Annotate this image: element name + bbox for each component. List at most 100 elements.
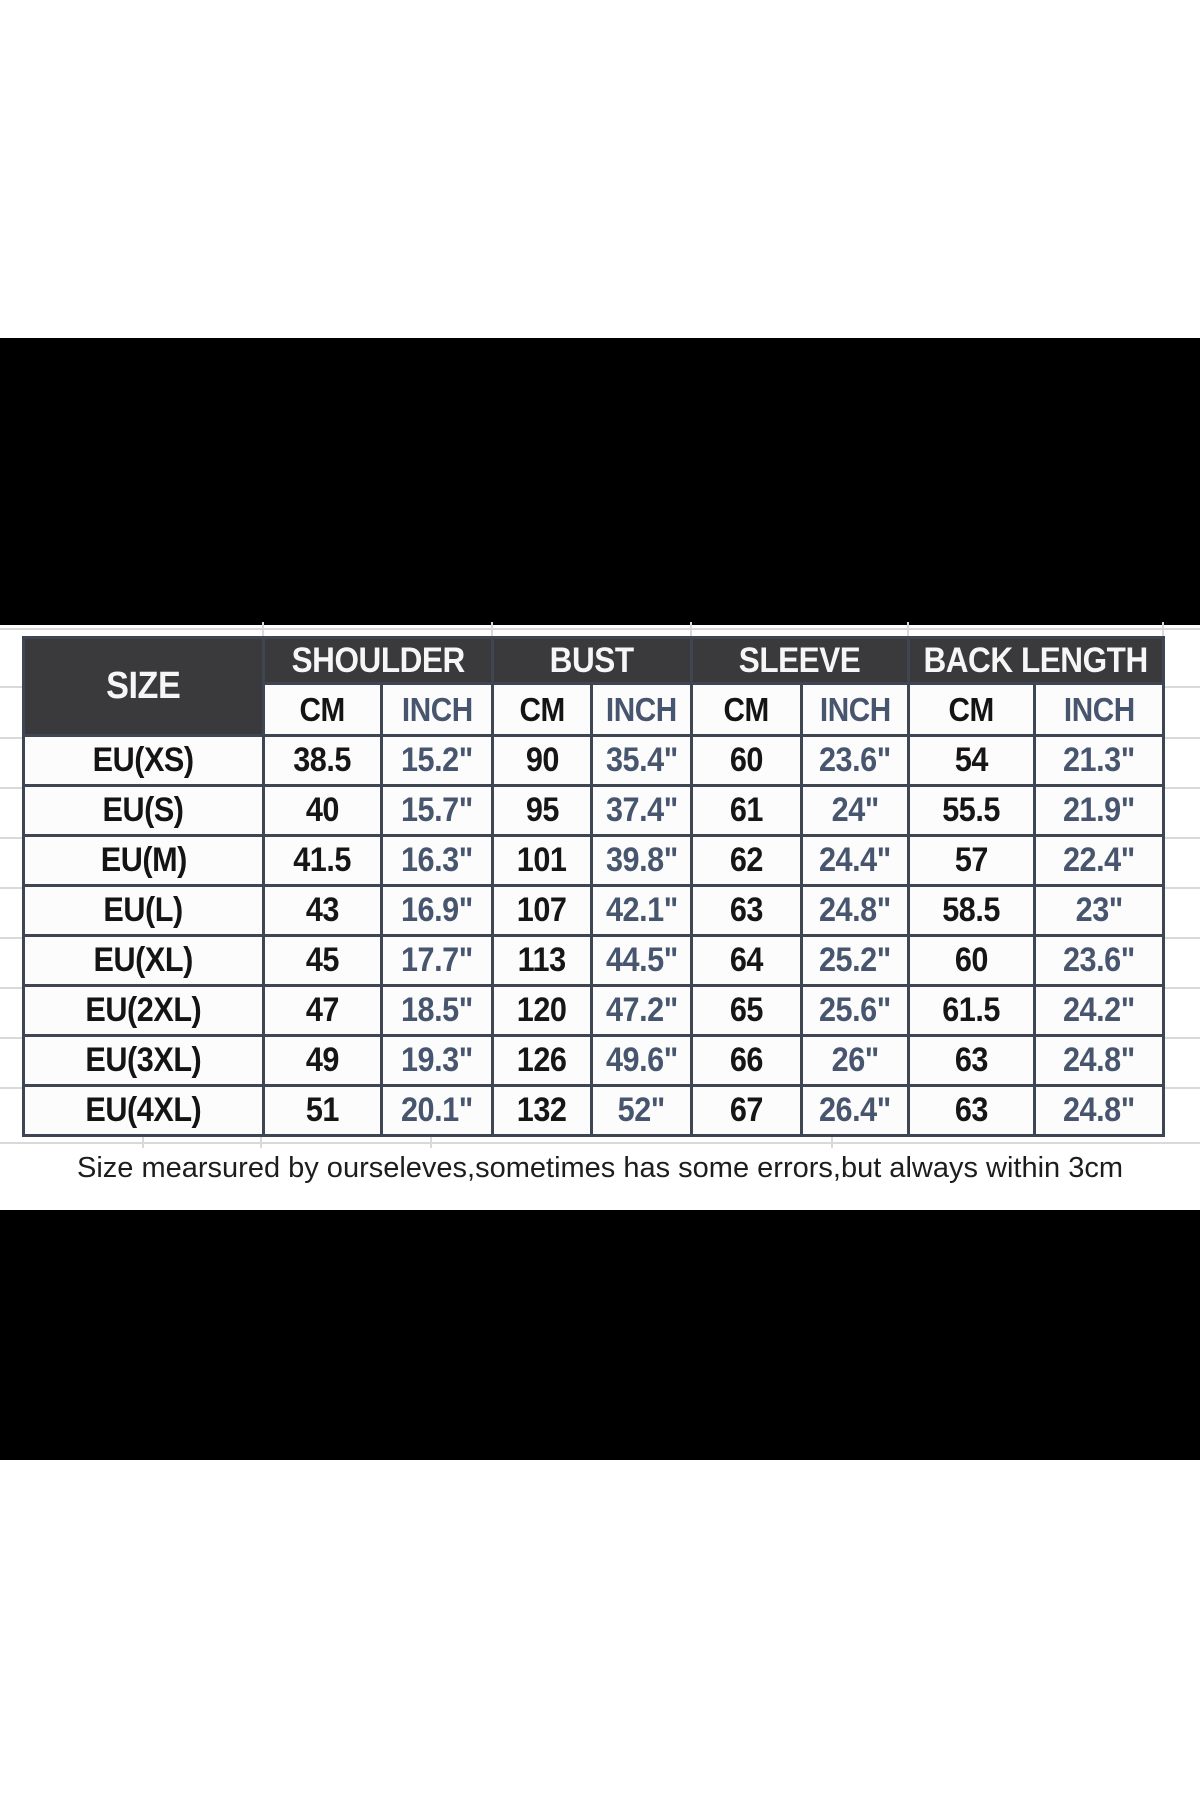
- measurement-cell: 41.5: [262, 834, 383, 887]
- measurement-cell: 47.2": [590, 984, 693, 1037]
- gridline: [1163, 1087, 1200, 1089]
- measurement-cell: 37.4": [590, 784, 693, 837]
- gridline: [262, 622, 264, 636]
- measurement-cell: 19.3": [380, 1034, 494, 1087]
- gridline: [1163, 887, 1200, 889]
- gridline: [1162, 622, 1164, 636]
- gridline: [1163, 837, 1200, 839]
- measurement-cell: 20.1": [380, 1084, 494, 1137]
- measurement-cell: 16.3": [380, 834, 494, 887]
- measurement-cell: 66: [690, 1034, 803, 1087]
- measurement-cell: 38.5: [262, 734, 383, 787]
- measurement-cell: 23": [1033, 884, 1166, 937]
- size-cell: EU(4XL): [22, 1084, 265, 1137]
- unit-header-cm: CM: [262, 682, 383, 737]
- measurement-cell: 24": [799, 784, 911, 837]
- measurement-cell: 24.8": [1033, 1084, 1166, 1137]
- table-row: EU(3XL) 49 19.3" 126 49.6" 66 26" 63 24.…: [22, 1034, 1166, 1087]
- measurement-cell: 120: [491, 984, 593, 1037]
- section-header-row: SIZE SHOULDER BUST SLEEVE BACK LENGTH: [22, 636, 1166, 737]
- size-cell: EU(XL): [22, 934, 265, 987]
- measurement-cell: 24.2": [1033, 984, 1166, 1037]
- gridline: [1163, 787, 1200, 789]
- measurement-cell: 24.8": [799, 884, 911, 937]
- measurement-cell: 90: [491, 734, 593, 787]
- measurement-cell: 21.3": [1033, 734, 1166, 787]
- bottom-black-band: [0, 1210, 1200, 1460]
- measurement-cell: 45: [262, 934, 383, 987]
- measurement-cell: 16.9": [380, 884, 494, 937]
- measurement-cell: 54: [907, 734, 1037, 787]
- gridline: [0, 1087, 22, 1089]
- gridline: [0, 787, 22, 789]
- gridline: [1163, 987, 1200, 989]
- size-cell: EU(3XL): [22, 1034, 265, 1087]
- measurement-cell: 58.5: [907, 884, 1037, 937]
- unit-header-row: CM INCH CM INCH CM INCH CM INCH: [24, 682, 1166, 737]
- measurement-cell: 22.4": [1033, 834, 1166, 887]
- measurement-cell: 23.6": [799, 734, 911, 787]
- table-row: EU(S) 40 15.7" 95 37.4" 61 24" 55.5 21.9…: [22, 784, 1166, 837]
- measurement-cell: 52": [590, 1084, 693, 1137]
- shoulder-section-header: SHOULDER: [262, 636, 494, 685]
- gridline: [1163, 737, 1200, 739]
- gridline: [0, 737, 22, 739]
- table-row: EU(2XL) 47 18.5" 120 47.2" 65 25.6" 61.5…: [22, 984, 1166, 1037]
- gridline: [1163, 937, 1200, 939]
- measurement-cell: 25.6": [799, 984, 911, 1037]
- measurement-cell: 95: [491, 784, 593, 837]
- measurement-cell: 63: [907, 1084, 1037, 1137]
- table-row: EU(4XL) 51 20.1" 132 52" 67 26.4" 63 24.…: [22, 1084, 1166, 1137]
- gridline: [1163, 686, 1200, 688]
- table-row: EU(M) 41.5 16.3" 101 39.8" 62 24.4" 57 2…: [22, 834, 1166, 887]
- unit-header-inch: INCH: [1033, 682, 1166, 737]
- measurement-cell: 35.4": [590, 734, 693, 787]
- measurement-cell: 26": [799, 1034, 911, 1087]
- measurement-cell: 101: [491, 834, 593, 887]
- gridline: [690, 622, 692, 636]
- size-column-header: SIZE: [22, 636, 265, 737]
- gridline: [1163, 1037, 1200, 1039]
- size-cell: EU(S): [22, 784, 265, 837]
- measurement-cell: 43: [262, 884, 383, 937]
- measurement-cell: 49: [262, 1034, 383, 1087]
- sleeve-section-header: SLEEVE: [689, 636, 911, 685]
- measurement-cell: 64: [690, 934, 803, 987]
- measurement-cell: 25.2": [799, 934, 911, 987]
- unit-header-inch: INCH: [590, 682, 693, 737]
- gridline: [142, 1136, 144, 1148]
- size-cell: EU(XS): [22, 734, 265, 787]
- size-cell: EU(M): [22, 834, 265, 887]
- gridline: [0, 628, 1200, 630]
- gridline: [0, 837, 22, 839]
- gridline: [0, 1142, 1200, 1144]
- measurement-cell: 24.4": [799, 834, 911, 887]
- table-row: EU(XS) 38.5 15.2" 90 35.4" 60 23.6" 54 2…: [22, 734, 1166, 787]
- unit-header-inch: INCH: [799, 682, 911, 737]
- unit-header-cm: CM: [690, 682, 803, 737]
- measurement-cell: 62: [690, 834, 803, 887]
- measurement-cell: 57: [907, 834, 1037, 887]
- gridline: [831, 1136, 833, 1148]
- measurement-cell: 113: [491, 934, 593, 987]
- measurement-cell: 65: [690, 984, 803, 1037]
- measurement-cell: 49.6": [590, 1034, 693, 1087]
- back-length-section-header: BACK LENGTH: [907, 636, 1166, 685]
- table-row: EU(XL) 45 17.7" 113 44.5" 64 25.2" 60 23…: [22, 934, 1166, 987]
- bust-section-header: BUST: [491, 636, 693, 685]
- size-chart-table: SIZE SHOULDER BUST SLEEVE BACK LENGTH CM…: [22, 636, 1166, 1137]
- size-cell: EU(L): [22, 884, 265, 937]
- unit-header-cm: CM: [491, 682, 593, 737]
- measurement-cell: 126: [491, 1034, 593, 1087]
- measurement-cell: 63: [907, 1034, 1037, 1087]
- measurement-cell: 44.5": [590, 934, 693, 987]
- measurement-cell: 51: [262, 1084, 383, 1137]
- measurement-cell: 63: [690, 884, 803, 937]
- gridline: [491, 622, 493, 636]
- measurement-cell: 24.8": [1033, 1034, 1166, 1087]
- measurement-cell: 61: [690, 784, 803, 837]
- gridline: [0, 1037, 22, 1039]
- gridline: [430, 1136, 432, 1148]
- gridline: [260, 1136, 262, 1148]
- size-cell: EU(2XL): [22, 984, 265, 1037]
